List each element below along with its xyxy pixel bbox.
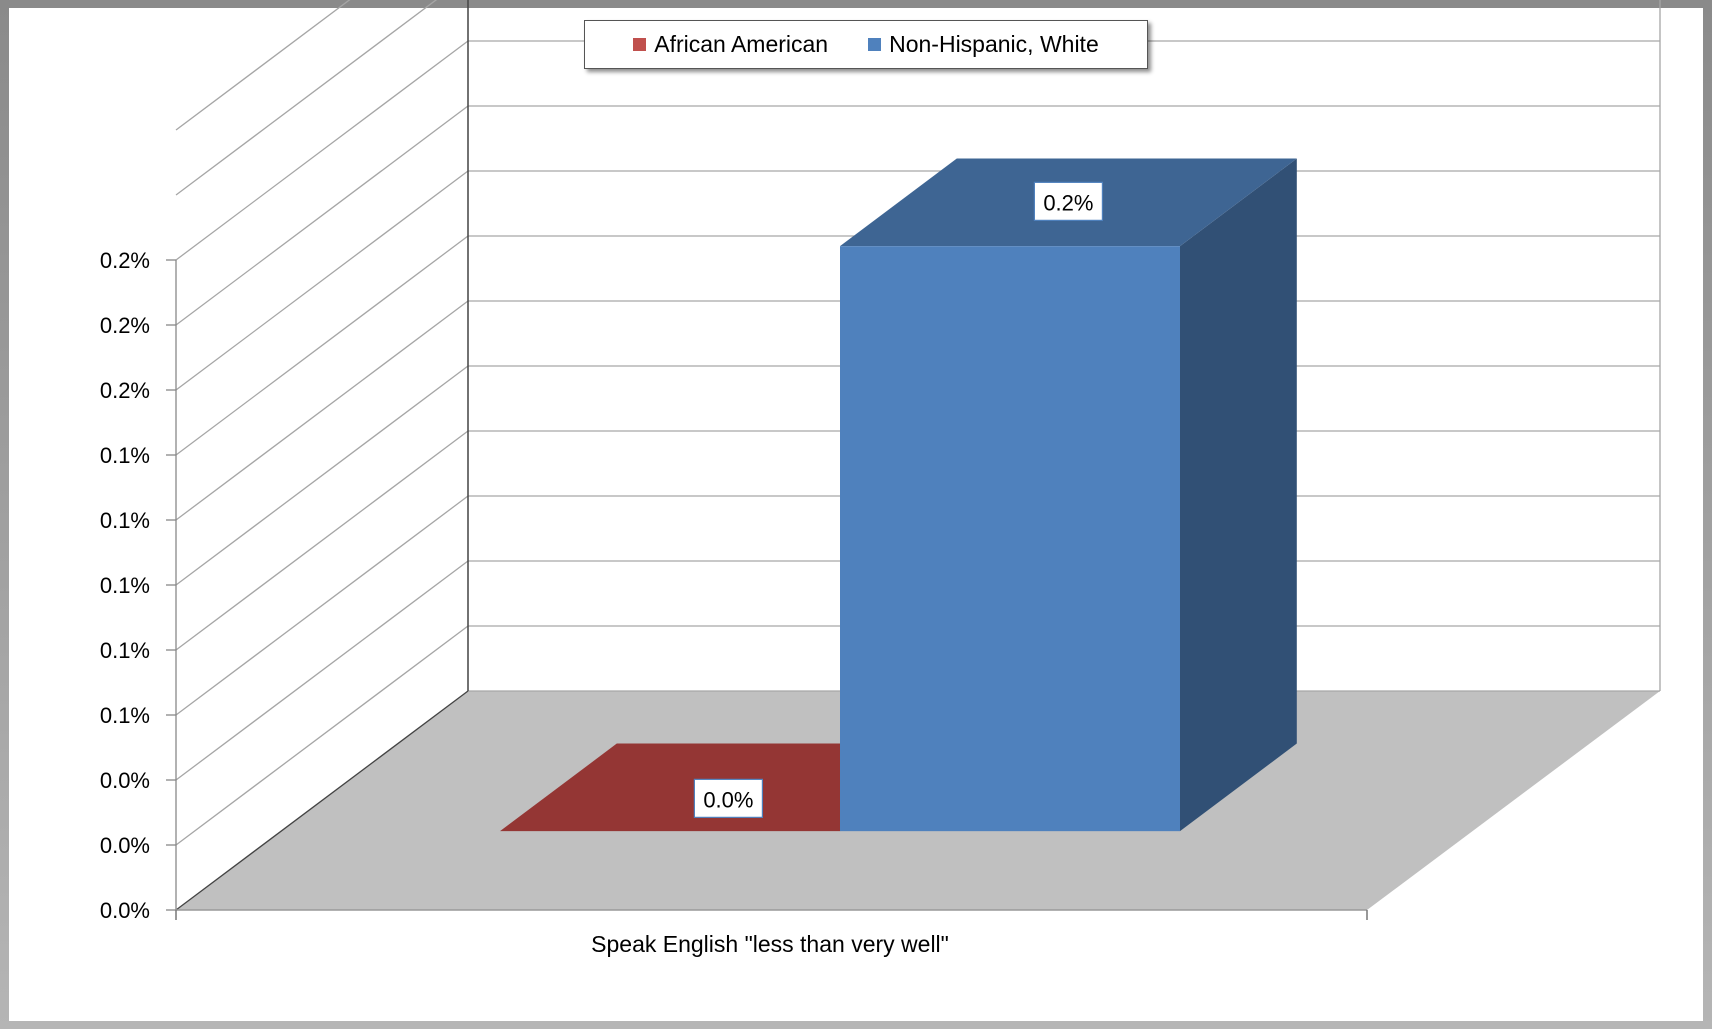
data-label-box bbox=[1033, 181, 1104, 221]
y-tick-label: 0.1% bbox=[100, 508, 150, 533]
gridline-side bbox=[175, 170, 469, 391]
y-tick-label: 0.1% bbox=[100, 573, 150, 598]
y-axis: 0.0% 0.0% 0.0% 0.1% 0.1% 0.1% 0.1% 0.1% 0.2% 0.2%… bbox=[100, 248, 176, 923]
gridline-side bbox=[175, 430, 469, 651]
data-label-african-american: 0.0% bbox=[693, 778, 764, 818]
gridline-side bbox=[175, 300, 469, 521]
legend-item-non-hispanic-white: Non-Hispanic, White bbox=[868, 31, 1099, 58]
chart-bars: 0.0% 0.2% bbox=[500, 158, 1297, 832]
bar-non-hispanic-white bbox=[840, 158, 1297, 832]
gridline-side bbox=[175, 0, 351, 131]
gridline-side bbox=[175, 625, 469, 846]
legend-item-african-american: African American bbox=[633, 31, 828, 58]
gridline-side bbox=[175, 560, 469, 781]
chart-legend: African American Non-Hispanic, White bbox=[584, 20, 1148, 69]
gridline-side bbox=[175, 495, 469, 716]
y-tick-label: 0.1% bbox=[100, 443, 150, 468]
legend-label-non-hispanic-white: Non-Hispanic, White bbox=[889, 31, 1099, 57]
data-label-text: 0.2% bbox=[1043, 190, 1093, 215]
gridline-side bbox=[175, 105, 469, 326]
y-tick-label: 0.1% bbox=[100, 703, 150, 728]
data-label-text: 0.0% bbox=[703, 787, 753, 812]
y-tick-label: 0.1% bbox=[100, 638, 150, 663]
gridline-side bbox=[175, 365, 469, 586]
data-label-non-hispanic-white: 0.2% bbox=[1033, 181, 1104, 221]
legend-swatch-non-hispanic-white bbox=[868, 38, 882, 51]
y-tick-label: 0.0% bbox=[100, 898, 150, 923]
y-tick-label: 0.2% bbox=[100, 378, 150, 403]
y-tick-label: 0.2% bbox=[100, 313, 150, 338]
gridline-side bbox=[175, 235, 469, 456]
y-tick-label: 0.0% bbox=[100, 833, 150, 858]
data-label-box bbox=[693, 778, 764, 818]
legend-label-african-american: African American bbox=[654, 31, 829, 57]
y-tick-label: 0.2% bbox=[100, 248, 150, 273]
gridline-side bbox=[175, 40, 469, 261]
x-category-label: Speak English "less than very well" bbox=[591, 931, 949, 957]
legend-swatch-african-american bbox=[633, 38, 647, 51]
y-tick-label: 0.0% bbox=[100, 768, 150, 793]
bar-side bbox=[1180, 158, 1297, 832]
gridline-side bbox=[175, 0, 438, 196]
bar-front bbox=[840, 246, 1180, 832]
gridline-side bbox=[175, 690, 469, 911]
